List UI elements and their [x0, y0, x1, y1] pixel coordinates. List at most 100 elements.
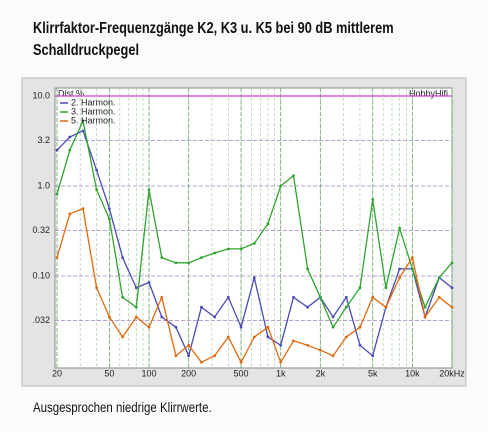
data-point	[68, 148, 72, 152]
y-tick-label: .032	[32, 315, 50, 325]
data-point	[68, 212, 72, 216]
data-point	[371, 354, 375, 358]
data-point	[279, 184, 283, 188]
data-point	[292, 339, 295, 343]
chart-subtitle: Schalldruckpegel	[33, 42, 139, 59]
x-tick-label: 1k	[276, 368, 286, 378]
x-tick-label: 5k	[368, 368, 378, 378]
data-point	[450, 286, 454, 290]
data-point	[55, 256, 59, 260]
data-point	[226, 247, 230, 251]
y-tick-label: 0.32	[32, 225, 50, 235]
legend-label: 3. Harmon.	[71, 106, 116, 116]
x-tick-label: 100	[142, 368, 157, 378]
data-point	[279, 360, 283, 364]
data-point	[384, 305, 388, 309]
data-point	[81, 129, 85, 133]
x-tick-label: 50	[104, 368, 114, 378]
data-point	[68, 135, 72, 139]
data-point	[410, 256, 414, 260]
data-point	[187, 354, 191, 358]
x-tick-label: 500	[234, 368, 249, 378]
data-point	[55, 148, 59, 152]
data-point	[187, 261, 191, 265]
data-point	[55, 192, 59, 196]
data-point	[134, 315, 138, 319]
data-point	[121, 256, 125, 260]
y-axis-label: Dist %	[58, 88, 84, 98]
data-point	[306, 267, 309, 271]
data-point	[174, 325, 178, 329]
legend-label: 2. Harmon.	[71, 97, 116, 107]
data-point	[450, 261, 454, 265]
data-point	[437, 295, 441, 299]
data-point	[450, 305, 454, 309]
data-point	[239, 247, 243, 251]
data-point	[318, 348, 322, 352]
data-point	[344, 305, 348, 309]
data-point	[371, 295, 375, 299]
y-tick-label: 10.0	[32, 90, 50, 100]
data-point	[226, 295, 230, 299]
data-point	[423, 315, 427, 319]
data-point	[331, 354, 335, 358]
data-point	[239, 360, 243, 364]
data-point	[200, 305, 203, 309]
data-point	[160, 256, 164, 260]
data-point	[318, 295, 322, 299]
data-point	[292, 174, 295, 178]
data-point	[134, 305, 138, 309]
x-tick-label: 10k	[405, 368, 420, 378]
data-point	[187, 343, 191, 347]
data-point	[121, 335, 125, 339]
data-point	[174, 261, 178, 265]
data-point	[174, 354, 178, 358]
data-point	[213, 354, 217, 358]
data-point	[107, 207, 111, 211]
data-point	[331, 325, 335, 329]
data-point	[252, 242, 256, 245]
data-point	[252, 335, 256, 339]
data-point	[306, 343, 309, 347]
data-point	[279, 343, 283, 347]
data-point	[437, 276, 441, 279]
data-point	[306, 305, 309, 309]
data-point	[358, 325, 362, 329]
y-tick-label: 1.0	[37, 180, 50, 190]
data-point	[213, 251, 217, 255]
annotation: HobbyHifi	[409, 88, 448, 98]
data-point	[160, 295, 164, 299]
data-point	[398, 276, 402, 279]
data-point	[252, 276, 256, 279]
x-tick-label: 2k	[316, 368, 326, 378]
data-point	[398, 226, 402, 230]
data-point	[358, 343, 362, 347]
x-tick-label: 20	[52, 368, 62, 378]
data-point	[147, 280, 151, 284]
data-point	[200, 360, 203, 364]
data-point	[107, 217, 111, 221]
data-point	[384, 286, 388, 290]
data-point	[266, 335, 270, 339]
data-point	[371, 197, 375, 201]
data-point	[147, 188, 151, 192]
data-point	[95, 188, 99, 192]
data-point	[266, 222, 270, 226]
data-point	[200, 256, 203, 260]
caption: Ausgesprochen niedrige Klirrwerte.	[33, 399, 212, 415]
data-point	[344, 295, 348, 299]
data-point	[81, 119, 85, 123]
data-point	[121, 295, 125, 299]
data-point	[95, 168, 99, 172]
data-point	[213, 315, 217, 319]
data-point	[423, 305, 427, 309]
data-point	[81, 207, 85, 211]
x-tick-label: 200	[181, 368, 196, 378]
x-tick-label: 20kHz	[439, 368, 465, 378]
data-point	[410, 267, 414, 271]
y-tick-label: 3.2	[37, 135, 50, 145]
data-point	[331, 315, 335, 319]
data-point	[344, 335, 348, 339]
